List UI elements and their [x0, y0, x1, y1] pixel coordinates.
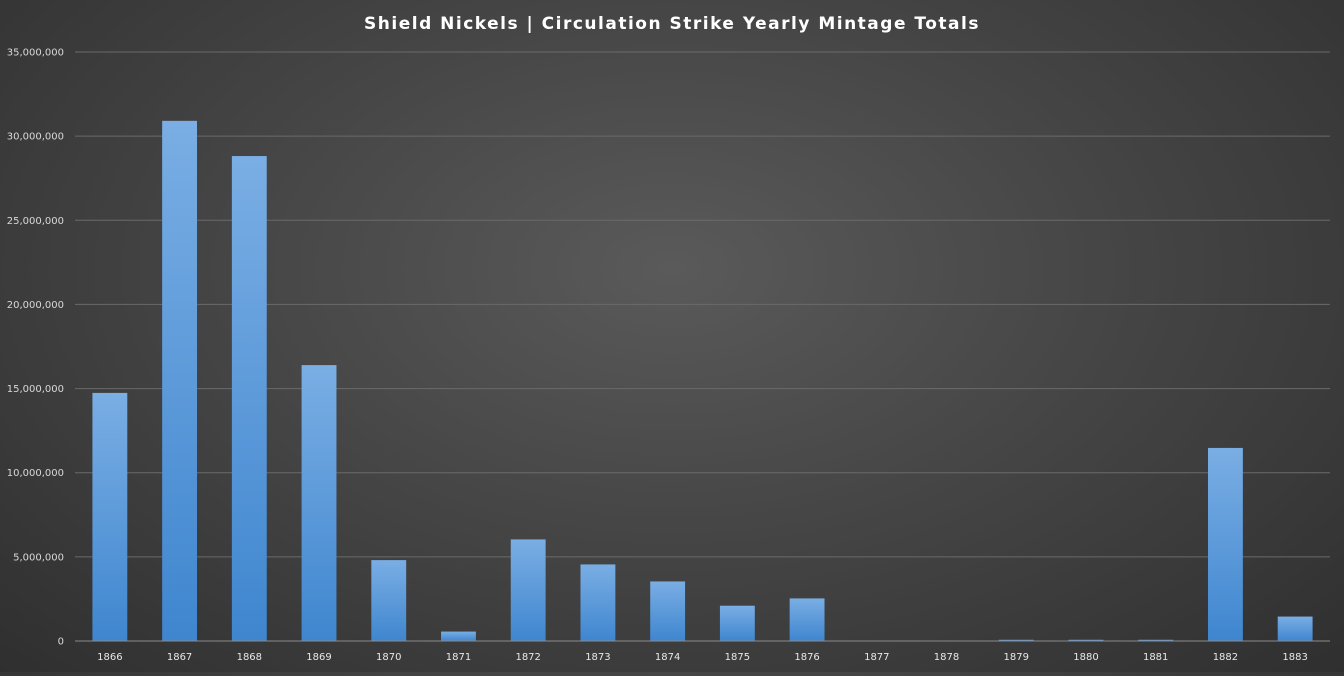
y-tick-label: 25,000,000 [7, 216, 64, 227]
bar-1870 [371, 560, 407, 641]
x-tick-label: 1874 [655, 652, 680, 663]
x-tick-label: 1881 [1143, 652, 1168, 663]
x-tick-label: 1867 [167, 652, 192, 663]
y-tick-label: 10,000,000 [7, 468, 64, 479]
x-tick-label: 1882 [1213, 652, 1238, 663]
bar-1876 [789, 598, 825, 641]
x-tick-label: 1876 [794, 652, 819, 663]
y-tick-label: 5,000,000 [13, 552, 64, 563]
bar-1882 [1207, 447, 1243, 641]
bar-1872 [510, 539, 546, 641]
bars [92, 120, 1313, 642]
bar-1869 [301, 365, 337, 641]
chart-title: Shield Nickels | Circulation Strike Year… [364, 14, 980, 34]
x-tick-label: 1880 [1073, 652, 1098, 663]
bar-1874 [650, 581, 686, 641]
bar-1873 [580, 564, 616, 641]
y-axis-tick-labels: 0 5,000,000 10,000,000 15,000,000 20,000,000… [7, 48, 64, 648]
x-tick-label: 1878 [934, 652, 959, 663]
x-tick-label: 1877 [864, 652, 889, 663]
x-tick-label: 1869 [306, 652, 331, 663]
bar-1879 [998, 639, 1034, 641]
bar-1871 [441, 631, 476, 641]
bar-1868 [231, 156, 267, 642]
x-tick-label: 1868 [237, 652, 262, 663]
bar-1875 [719, 605, 755, 641]
x-tick-label: 1866 [97, 652, 122, 663]
x-axis-tick-labels: 1866 1867 1868 1869 1870 1871 1872 1873 1874 1875… [97, 652, 1308, 663]
y-tick-label: 30,000,000 [7, 132, 64, 143]
x-tick-label: 1875 [725, 652, 750, 663]
y-tick-label: 0 [58, 637, 64, 648]
gridlines [75, 51, 1330, 558]
x-tick-label: 1871 [446, 652, 471, 663]
bar-1881 [1138, 639, 1174, 641]
y-tick-label: 15,000,000 [7, 384, 64, 395]
bar-1880 [1068, 639, 1104, 641]
x-tick-label: 1870 [376, 652, 401, 663]
bar-1866 [92, 392, 128, 641]
y-tick-label: 35,000,000 [7, 48, 64, 59]
x-tick-label: 1873 [585, 652, 610, 663]
bar-1867 [162, 120, 198, 642]
x-tick-label: 1879 [1004, 652, 1029, 663]
y-tick-label: 20,000,000 [7, 300, 64, 311]
x-tick-label: 1883 [1282, 652, 1307, 663]
bar-1883 [1277, 616, 1313, 641]
x-tick-label: 1872 [515, 652, 540, 663]
